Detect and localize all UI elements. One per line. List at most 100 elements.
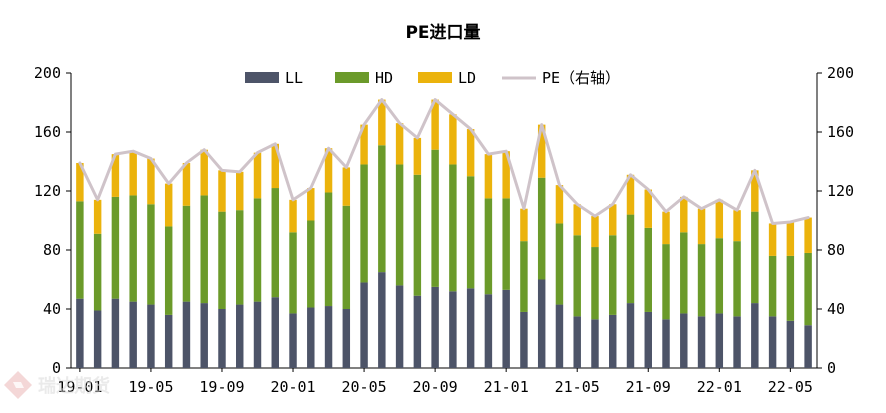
bar-hd-20-01 xyxy=(289,232,297,314)
x-tick-label: 21-01 xyxy=(484,378,529,396)
bar-hd-19-06 xyxy=(164,226,173,315)
left-y-ticks: 0 40 80 120 160 200 xyxy=(34,64,71,377)
bar-ld-19-03 xyxy=(111,154,120,197)
bar-ld-19-08 xyxy=(200,149,208,196)
x-tick-label: 19-05 xyxy=(128,378,173,396)
bar-hd-19-04 xyxy=(129,195,137,302)
bar-ld-21-08 xyxy=(626,174,635,215)
bar-hd-21-05 xyxy=(573,235,581,317)
bar-hd-19-07 xyxy=(182,205,191,302)
bar-hd-19-01 xyxy=(76,201,84,299)
bar-ld-20-10 xyxy=(449,114,457,165)
bar-ll-21-03 xyxy=(537,279,546,368)
bar-ld-20-07 xyxy=(395,123,404,165)
bar-ld-19-10 xyxy=(236,171,244,211)
bar-hd-21-07 xyxy=(609,235,617,315)
bar-ld-21-05 xyxy=(573,204,581,236)
bar-ll-21-05 xyxy=(573,316,581,369)
bar-hd-20-03 xyxy=(324,192,333,307)
watermark-logo-inner xyxy=(13,382,24,388)
bar-hd-21-01 xyxy=(502,198,510,290)
bar-ld-19-11 xyxy=(253,152,262,199)
legend-label: HD xyxy=(375,69,393,87)
legend-label: LL xyxy=(285,69,303,87)
x-tick-label: 19-09 xyxy=(199,378,244,396)
bar-ll-20-04 xyxy=(342,309,351,368)
right-y-tick-label: 80 xyxy=(827,241,845,259)
bar-hd-20-10 xyxy=(449,164,457,292)
bar-ll-20-01 xyxy=(289,313,297,368)
bar-hd-22-04 xyxy=(768,255,777,317)
bar-hd-22-06 xyxy=(804,252,812,326)
bar-hd-20-02 xyxy=(307,220,315,308)
bar-ll-19-04 xyxy=(129,301,137,369)
bar-ld-20-12 xyxy=(484,154,493,199)
bar-ld-20-04 xyxy=(342,167,351,206)
legend-label: LD xyxy=(458,69,476,87)
bars xyxy=(76,99,812,369)
bar-hd-19-11 xyxy=(253,198,262,302)
x-tick-label: 19-01 xyxy=(57,378,102,396)
bar-hd-19-09 xyxy=(218,211,226,309)
bar-ld-19-05 xyxy=(147,158,155,205)
bar-ll-22-03 xyxy=(751,303,759,368)
x-tick-labels: 19-01 19-05 19-09 20-01 20-05 20-09 21-01 21-05… xyxy=(57,368,813,396)
legend-swatch-ld xyxy=(418,72,452,83)
bar-hd-20-04 xyxy=(342,205,351,309)
bar-ld-21-02 xyxy=(520,208,528,242)
bar-ll-20-12 xyxy=(484,294,493,368)
pe-series-line xyxy=(78,98,810,225)
bar-ll-20-02 xyxy=(307,307,315,368)
legend-swatch-ll xyxy=(245,72,279,83)
bar-ld-20-03 xyxy=(324,148,333,193)
bar-ll-21-02 xyxy=(520,311,528,368)
x-tick-label: 21-09 xyxy=(626,378,671,396)
bar-ld-22-02 xyxy=(733,210,741,242)
right-y-ticks: 0 40 80 120 160 200 xyxy=(817,64,854,377)
bar-hd-21-06 xyxy=(591,247,599,320)
right-y-tick-label: 40 xyxy=(827,300,845,318)
left-y-tick-label: 40 xyxy=(43,300,61,318)
bar-hd-19-05 xyxy=(147,204,155,305)
bar-ld-21-12 xyxy=(697,208,706,245)
bar-hd-21-04 xyxy=(555,223,564,305)
bar-ll-20-08 xyxy=(413,295,422,368)
bar-ld-19-02 xyxy=(93,199,102,234)
bar-ll-21-08 xyxy=(626,303,635,368)
bar-ll-19-05 xyxy=(147,304,155,368)
x-tick-label: 20-05 xyxy=(341,378,386,396)
bar-hd-19-12 xyxy=(271,188,279,298)
bar-ll-20-05 xyxy=(360,282,368,368)
bar-ll-21-10 xyxy=(662,319,670,368)
left-y-tick-label: 80 xyxy=(43,241,61,259)
bar-hd-21-12 xyxy=(697,244,706,317)
bar-ll-19-08 xyxy=(200,303,208,368)
bar-hd-22-02 xyxy=(733,241,741,317)
bar-hd-21-02 xyxy=(520,241,528,312)
bar-hd-20-05 xyxy=(360,164,368,283)
bar-ll-22-01 xyxy=(715,313,724,368)
legend: LL HD LD PE（右轴） xyxy=(245,69,620,87)
bar-hd-21-08 xyxy=(626,214,635,304)
bar-ld-19-12 xyxy=(271,143,279,189)
right-y-tick-label: 0 xyxy=(827,359,836,377)
bar-ll-21-04 xyxy=(555,304,564,368)
bar-ll-21-06 xyxy=(591,319,599,368)
watermark-logo xyxy=(4,371,32,399)
bar-ll-19-11 xyxy=(253,301,262,369)
bar-ld-20-06 xyxy=(378,99,386,146)
bar-ll-19-10 xyxy=(236,304,244,368)
bar-ll-22-02 xyxy=(733,316,741,369)
bar-ld-21-11 xyxy=(680,196,688,233)
bar-ll-19-09 xyxy=(218,309,226,368)
bar-hd-19-10 xyxy=(236,210,244,305)
bar-hd-22-05 xyxy=(786,255,795,321)
bar-ld-21-04 xyxy=(555,185,564,224)
bar-ld-21-10 xyxy=(662,211,670,245)
bar-ld-20-09 xyxy=(431,99,439,150)
bar-hd-19-08 xyxy=(200,195,208,304)
bar-ll-21-01 xyxy=(502,289,510,368)
bar-ll-19-06 xyxy=(164,314,173,368)
right-y-tick-label: 200 xyxy=(827,64,854,82)
bar-ll-22-05 xyxy=(786,320,795,368)
